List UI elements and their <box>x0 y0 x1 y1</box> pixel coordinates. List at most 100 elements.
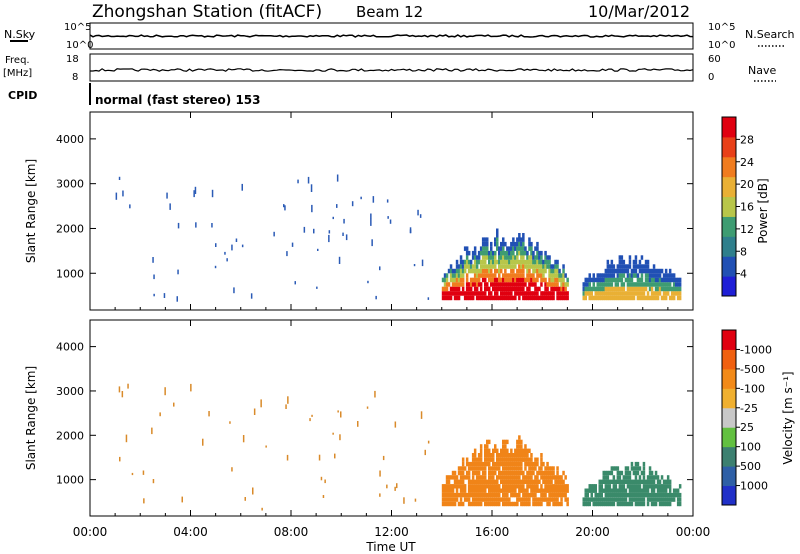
velocity-echo <box>479 497 483 502</box>
velocity-echo <box>498 470 501 476</box>
power-echo <box>622 259 626 265</box>
velocity-echo <box>614 488 618 493</box>
velocity-echo <box>494 497 497 502</box>
power-echo <box>449 264 453 269</box>
velocity-panel-frame <box>89 319 694 517</box>
scatter-echo <box>115 192 118 200</box>
colorbar-swatch <box>722 349 736 370</box>
velocity-echo <box>455 497 459 502</box>
velocity-echo <box>479 488 483 493</box>
velocity-echo <box>469 466 473 471</box>
power-echo <box>656 273 660 278</box>
velocity-echo <box>622 484 626 489</box>
power-echo <box>622 295 626 301</box>
scatter-echo <box>253 408 256 415</box>
velocity-echo <box>666 484 670 489</box>
velocity-echo <box>510 470 513 476</box>
velocity-echo <box>548 501 551 507</box>
velocity-echo <box>634 501 638 507</box>
velocity-echo <box>662 497 666 502</box>
power-ylabel: Slant Range [km] <box>24 159 38 263</box>
scatter-echo <box>252 487 254 495</box>
velocity-echo <box>516 475 519 480</box>
power-echo <box>455 286 459 292</box>
velocity-echo <box>488 492 491 498</box>
power-echo <box>522 268 525 274</box>
power-echo <box>546 286 549 292</box>
velocity-echo <box>614 479 618 484</box>
power-echo <box>467 259 471 265</box>
power-echo <box>471 268 475 274</box>
scatter-echo <box>195 222 197 228</box>
power-echo <box>552 291 555 296</box>
velocity-echo <box>514 488 517 493</box>
power-echo <box>506 255 509 260</box>
velocity-echo <box>524 501 527 507</box>
colorbar-tick-label: 500 <box>740 460 761 473</box>
power-echo <box>652 277 656 283</box>
velocity-echo <box>504 444 507 449</box>
power-echo <box>632 259 636 265</box>
velocity-echo <box>642 466 646 471</box>
velocity-echo <box>620 492 624 498</box>
velocity-echo <box>550 488 553 493</box>
power-echo <box>473 259 477 265</box>
velocity-echo <box>506 501 509 507</box>
velocity-echo <box>459 501 463 507</box>
power-echo <box>600 291 603 296</box>
power-echo <box>486 268 489 274</box>
power-echo <box>586 291 589 296</box>
y-tick-label: 3000 <box>56 178 84 191</box>
velocity-echo <box>582 501 585 507</box>
power-echo <box>471 291 475 296</box>
power-echo <box>530 277 533 283</box>
power-echo <box>496 241 499 247</box>
velocity-echo <box>477 497 481 502</box>
velocity-echo <box>488 453 491 458</box>
velocity-echo <box>602 475 605 480</box>
velocity-echo <box>457 470 461 476</box>
power-echo <box>660 286 664 292</box>
velocity-echo <box>510 453 513 458</box>
velocity-echo <box>477 470 481 476</box>
power-echo <box>564 295 567 301</box>
velocity-echo <box>471 501 475 507</box>
velocity-echo <box>602 479 605 484</box>
power-echo <box>518 273 521 278</box>
velocity-echo <box>488 488 491 493</box>
beam-label: Beam 12 <box>356 3 423 21</box>
power-echo <box>469 264 473 269</box>
power-echo <box>498 268 501 274</box>
power-echo <box>674 282 678 287</box>
power-echo <box>560 295 563 301</box>
velocity-echo <box>520 488 523 493</box>
velocity-echo <box>488 439 491 445</box>
velocity-echo <box>449 475 453 480</box>
power-echo <box>500 268 503 274</box>
power-echo <box>449 273 453 278</box>
power-echo <box>451 277 455 283</box>
colorbar-swatch <box>722 276 736 297</box>
velocity-echo <box>459 492 463 498</box>
colorbar-swatch <box>722 446 736 467</box>
power-echo <box>445 282 449 287</box>
velocity-echo <box>614 466 618 471</box>
power-echo <box>502 250 505 256</box>
power-echo <box>479 273 483 278</box>
power-echo <box>558 286 561 292</box>
power-echo <box>461 291 465 296</box>
velocity-echo <box>538 466 541 471</box>
velocity-echo <box>528 470 531 476</box>
velocity-echo <box>496 453 499 458</box>
y-tick-label: 2000 <box>56 429 84 442</box>
power-echo <box>475 255 479 260</box>
velocity-echo <box>492 457 495 462</box>
power-echo <box>610 277 614 283</box>
power-echo <box>564 273 567 278</box>
power-echo <box>496 282 499 287</box>
power-echo <box>546 264 549 269</box>
power-echo <box>502 273 505 278</box>
velocity-echo <box>477 457 481 462</box>
scatter-echo <box>339 434 341 441</box>
power-echo <box>662 282 666 287</box>
